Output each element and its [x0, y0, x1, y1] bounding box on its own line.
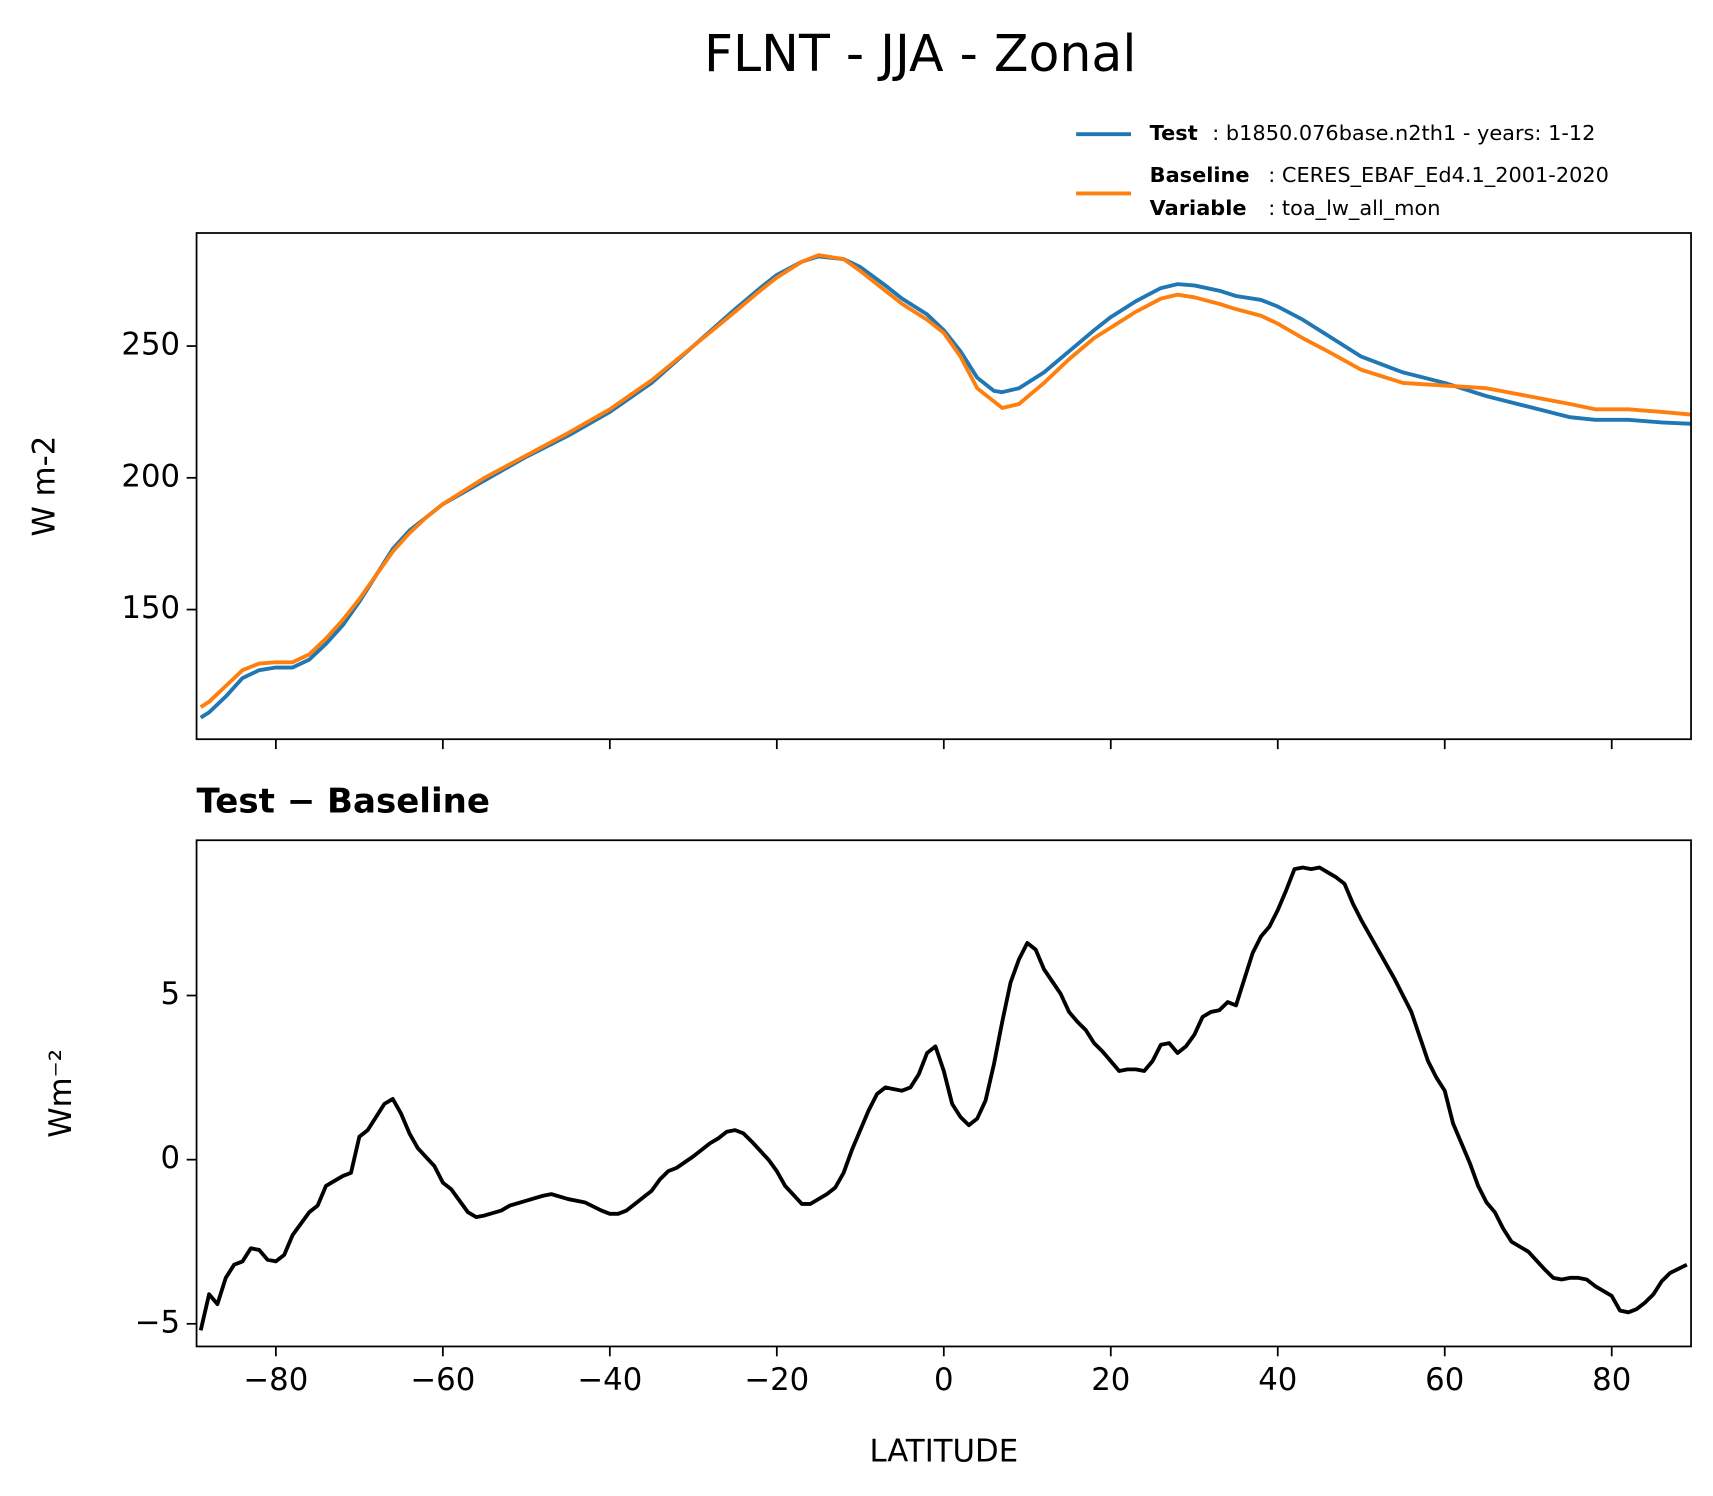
legend-label: : b1850.076base.n2th1 - years: 1-12 [1212, 121, 1595, 145]
series-line [198, 865, 1688, 1331]
y-tick-label: 200 [121, 458, 180, 494]
series-line [199, 253, 1692, 709]
legend-label: : toa_lw_all_mon [1268, 196, 1440, 221]
x-tick-label: 0 [934, 1362, 954, 1398]
x-tick-label: −20 [744, 1362, 809, 1398]
subplot-title: Test − Baseline [197, 781, 490, 821]
y-tick-label: 0 [161, 1140, 181, 1176]
legend-label: : CERES_EBAF_Ed4.1_2001-2020 [1268, 163, 1609, 188]
x-tick-label: 20 [1091, 1362, 1130, 1398]
x-tick-label: −80 [243, 1362, 308, 1398]
legend-name: Variable [1150, 196, 1247, 220]
y-tick-label: −5 [135, 1304, 180, 1340]
x-tick-label: 40 [1258, 1362, 1297, 1398]
x-tick-label: −60 [410, 1362, 475, 1398]
figure-title: FLNT - JJA - Zonal [704, 24, 1136, 83]
y-tick-label: 150 [121, 590, 180, 626]
x-tick-label: 60 [1425, 1362, 1464, 1398]
axes-frame [195, 232, 1692, 741]
x-axis-label: LATITUDE [869, 1433, 1018, 1469]
y-axis-label: Wm⁻² [43, 1049, 79, 1138]
axes-frame [195, 839, 1692, 1348]
legend-name: Baseline [1150, 163, 1250, 187]
x-tick-label: −40 [577, 1362, 642, 1398]
y-tick-label: 5 [161, 976, 181, 1012]
y-tick-label: 250 [121, 327, 180, 363]
legend-name: Test [1150, 121, 1198, 145]
y-axis-label: W m-2 [27, 436, 63, 537]
x-tick-label: 80 [1592, 1362, 1631, 1398]
